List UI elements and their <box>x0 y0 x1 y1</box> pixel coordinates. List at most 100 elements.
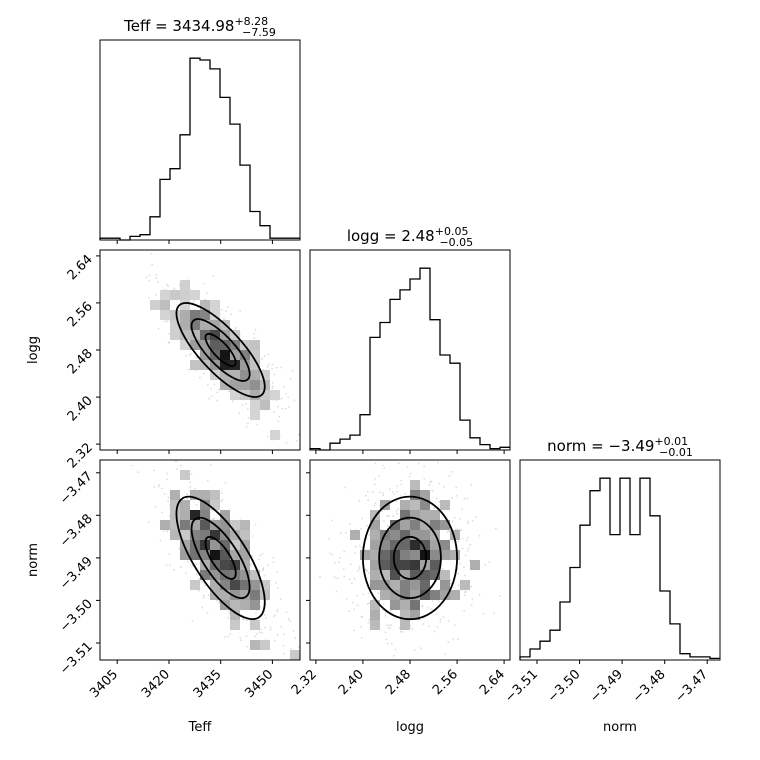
density-bin <box>230 610 240 620</box>
sample-point <box>360 625 362 628</box>
sample-point <box>471 520 474 522</box>
sample-point <box>331 519 333 522</box>
sample-point <box>202 282 205 285</box>
x-tick-label-logg: 2.32 <box>289 667 320 698</box>
density-bin <box>180 550 190 560</box>
sample-point <box>258 631 261 633</box>
sample-point <box>463 594 466 597</box>
sample-point <box>166 320 169 323</box>
sample-point <box>441 567 444 570</box>
sample-point <box>167 500 169 503</box>
density-bin <box>180 330 190 340</box>
density-bin <box>200 570 210 580</box>
contour-line <box>392 535 428 580</box>
density-bin <box>200 320 210 330</box>
density-bin <box>230 620 240 630</box>
y-tick-label-norm: −3.47 <box>57 469 96 508</box>
sample-point <box>345 597 348 600</box>
density-bin <box>400 610 410 620</box>
sample-point <box>401 630 404 633</box>
density-bin <box>240 580 250 590</box>
sample-point <box>278 415 281 418</box>
sample-point <box>449 579 452 582</box>
sample-point <box>287 396 290 399</box>
sample-point <box>271 387 274 390</box>
sample-point <box>259 554 262 557</box>
sample-point <box>168 446 170 448</box>
sample-point <box>350 563 352 566</box>
density-bin <box>370 510 380 520</box>
sample-point <box>351 582 353 584</box>
contour-line <box>362 495 459 621</box>
density-bin <box>230 540 240 550</box>
density-bin <box>440 500 450 510</box>
sample-point <box>475 515 478 518</box>
sample-point <box>288 619 291 622</box>
sample-point <box>426 607 429 609</box>
histogram-teff <box>99 57 300 241</box>
sample-point <box>488 561 490 563</box>
sample-point <box>353 629 355 632</box>
sample-point <box>263 355 266 357</box>
density-bin <box>380 560 390 570</box>
sample-point <box>439 618 442 621</box>
sample-point <box>353 577 356 580</box>
density-bin <box>420 580 430 590</box>
sample-point <box>333 576 336 579</box>
sample-point <box>267 353 270 356</box>
sample-point <box>271 385 274 388</box>
density-bin <box>250 600 260 610</box>
sample-point <box>338 561 341 564</box>
sample-point <box>157 281 159 284</box>
density-bin <box>190 290 200 300</box>
sample-point <box>386 524 389 527</box>
sample-point <box>365 494 368 497</box>
sample-point <box>449 582 452 585</box>
sample-point <box>210 395 213 397</box>
sample-point <box>158 485 160 488</box>
sample-point <box>385 624 388 627</box>
x-tick-label-logg: 2.48 <box>383 667 414 698</box>
sample-point <box>245 619 248 622</box>
y-tick-label-norm: −3.49 <box>57 554 96 593</box>
sample-point <box>433 507 436 509</box>
sample-point <box>358 499 361 502</box>
density-bin <box>430 510 440 520</box>
sample-point <box>261 631 263 634</box>
sample-point <box>155 274 158 276</box>
sample-point <box>349 522 352 525</box>
sample-point <box>373 504 376 507</box>
sample-point <box>484 564 487 566</box>
density-bin <box>420 500 430 510</box>
sample-point <box>266 435 269 438</box>
density-bin <box>260 370 270 380</box>
sample-point <box>256 633 258 635</box>
sample-point <box>240 639 242 642</box>
density-bin <box>390 540 400 550</box>
sample-point <box>464 554 467 557</box>
sample-point <box>495 527 497 530</box>
sample-point <box>457 540 460 543</box>
density-bin <box>180 540 190 550</box>
sample-point <box>159 539 162 542</box>
density-bin <box>420 570 430 580</box>
sample-point <box>428 625 430 627</box>
x-tick-label-norm: −3.49 <box>587 667 626 706</box>
sample-point <box>282 652 285 655</box>
density-bin <box>370 560 380 570</box>
xlabel-logg: logg <box>396 720 424 735</box>
density-bin <box>370 550 380 560</box>
density-bin <box>210 490 220 500</box>
sample-point <box>319 575 321 578</box>
sample-point <box>368 619 371 622</box>
sample-point <box>335 590 338 593</box>
density-bin <box>470 560 480 570</box>
density-bin <box>180 340 190 350</box>
sample-point <box>454 624 456 627</box>
x-tick-label-logg: 2.40 <box>336 667 367 698</box>
sample-point <box>360 616 363 618</box>
density-bin <box>200 330 210 340</box>
sample-point <box>360 615 363 618</box>
sample-point <box>168 564 171 566</box>
sample-point <box>189 486 192 488</box>
